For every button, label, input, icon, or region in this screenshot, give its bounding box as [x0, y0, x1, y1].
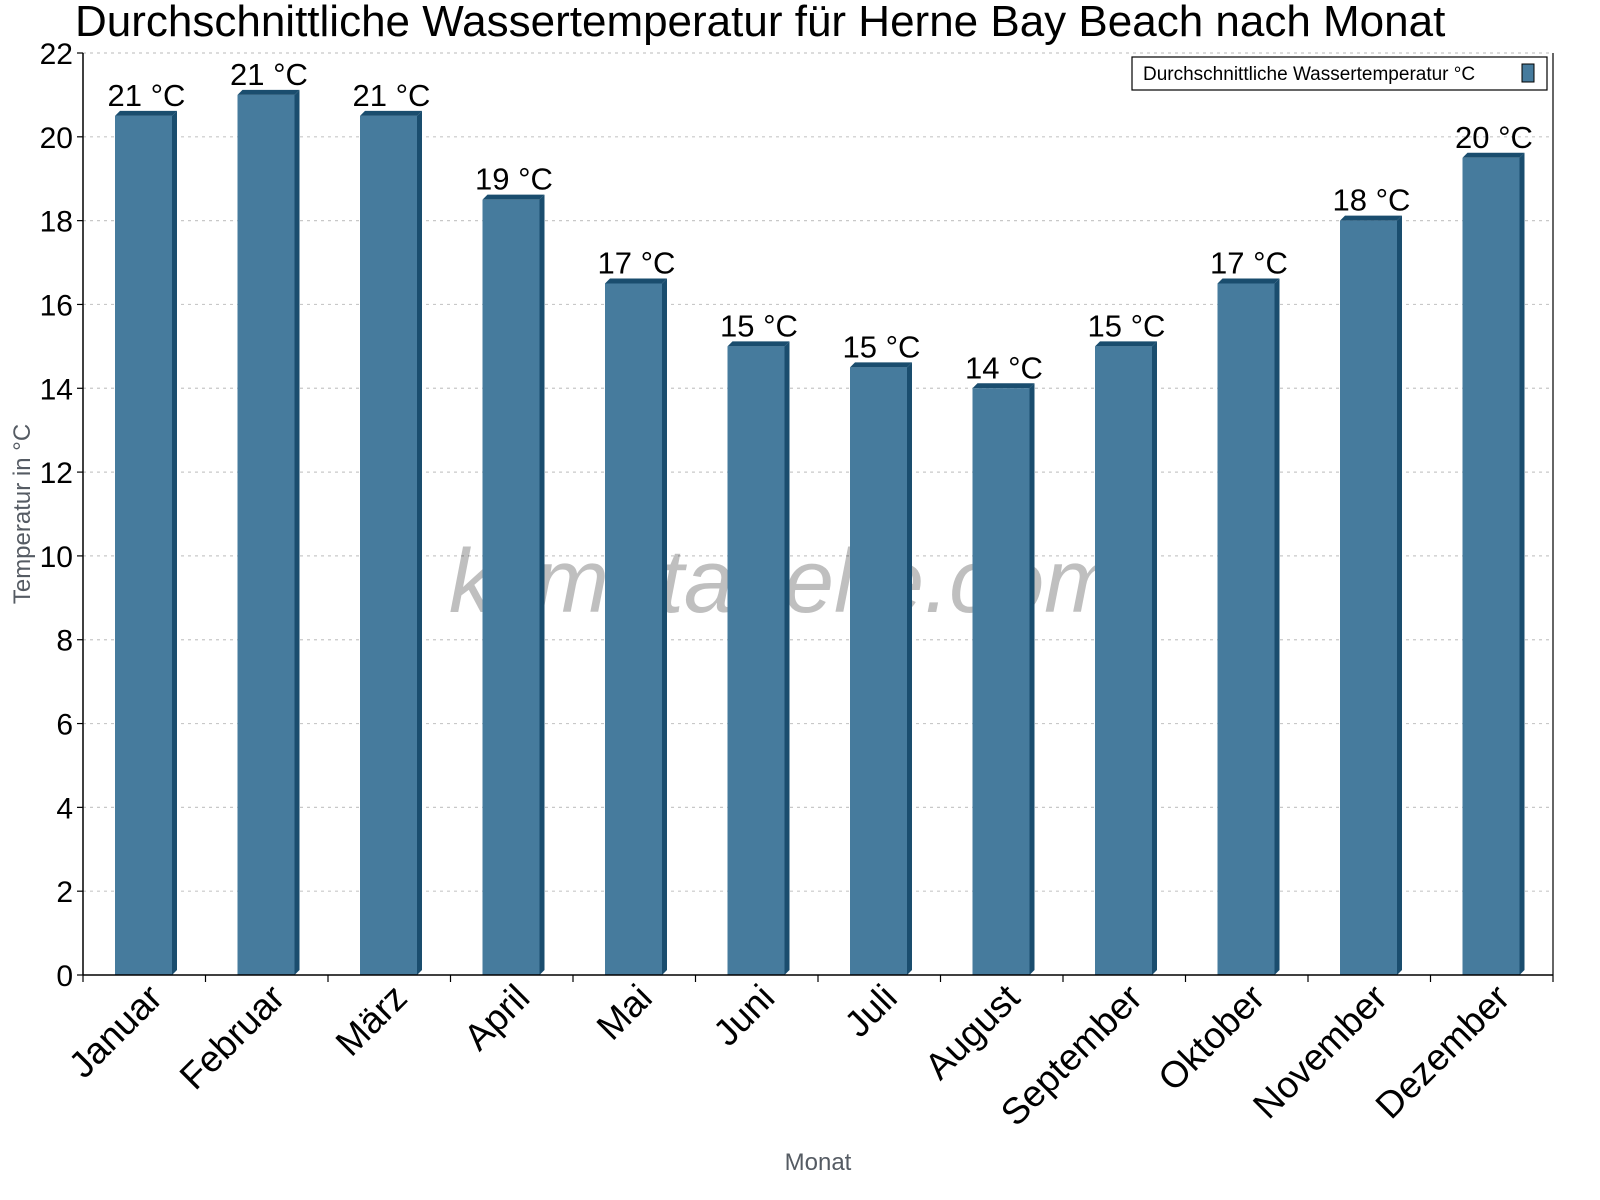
y-tick-label: 10 — [40, 541, 73, 574]
legend-label: Durchschnittliche Wassertemperatur °C — [1143, 64, 1475, 85]
bar-face — [605, 283, 662, 975]
x-category-label: November — [1245, 977, 1395, 1127]
bar-top — [1217, 278, 1280, 284]
bar: 18 °C — [1333, 183, 1411, 976]
y-tick-label: 4 — [56, 792, 73, 825]
bar-top — [1095, 341, 1157, 347]
y-axis-ticks: 0 2 4 6 8 10 12 14 16 18 20 22 — [40, 38, 83, 993]
bar: 15 °C — [843, 329, 921, 975]
x-category-label: Januar — [61, 977, 170, 1086]
bar-top — [605, 278, 667, 284]
bar-top — [1462, 152, 1525, 158]
bar-value-label: 15 °C — [1088, 308, 1166, 343]
y-tick-label: 20 — [40, 122, 73, 155]
y-tick-label: 16 — [40, 289, 73, 322]
bar-top — [727, 341, 790, 347]
y-tick-label: 6 — [56, 709, 73, 742]
bar-side — [417, 110, 422, 975]
bar: 21 °C — [108, 78, 186, 975]
bar-value-label: 21 °C — [353, 78, 431, 113]
bar: 20 °C — [1455, 120, 1533, 976]
bar-value-label: 15 °C — [720, 308, 798, 343]
axes — [82, 53, 1554, 982]
x-category-label: März — [328, 977, 415, 1064]
bar-face — [237, 94, 295, 976]
bar-value-label: 20 °C — [1455, 120, 1533, 155]
bar-side — [907, 362, 912, 975]
bar-value-label: 17 °C — [1210, 246, 1288, 281]
bar-value-label: 21 °C — [230, 57, 308, 92]
x-category-label: Dezember — [1368, 977, 1518, 1127]
bar-face — [1095, 346, 1152, 975]
bar-value-label: 15 °C — [843, 329, 921, 364]
bar-side — [784, 341, 790, 975]
bar-side — [1397, 215, 1402, 976]
bar: 14 °C — [965, 350, 1043, 976]
bar-top — [360, 110, 422, 116]
bar-side — [1029, 383, 1035, 976]
bar-side — [1152, 341, 1157, 975]
bar-value-label: 21 °C — [108, 78, 186, 113]
bar: 21 °C — [353, 78, 431, 975]
bar-top — [1340, 215, 1402, 221]
bar-face — [1462, 157, 1520, 976]
legend-box — [1131, 56, 1548, 91]
y-tick-label: 18 — [40, 206, 73, 239]
bar-side — [172, 110, 177, 975]
gridlines — [83, 52, 1553, 892]
bar: 15 °C — [720, 308, 798, 975]
legend-swatch — [1521, 63, 1535, 83]
bar: 17 °C — [1210, 246, 1288, 975]
x-category-label: Mai — [589, 977, 660, 1048]
x-axis-categories: Januar Februar März April Mai Juni Juli AugustS… — [61, 976, 1517, 1133]
bar-face — [1217, 283, 1275, 975]
bar-series: 21 °C 21 °C 21 °C 19 °C 17 °C 15 °C 15 °C 14 °C… — [108, 57, 1533, 976]
bar-value-label: 17 °C — [598, 246, 676, 281]
bar-face — [850, 367, 907, 975]
x-category-label: Juni — [705, 977, 782, 1054]
y-tick-label: 22 — [40, 38, 73, 71]
bar-side — [1519, 152, 1525, 976]
y-tick-label: 2 — [56, 876, 73, 909]
x-axis-label: Monat — [785, 1149, 852, 1176]
bar: 17 °C — [598, 246, 676, 975]
bar-face — [727, 346, 785, 975]
bar-value-label: 18 °C — [1333, 183, 1411, 218]
y-tick-label: 12 — [40, 457, 73, 490]
x-category-label: Februar — [172, 977, 293, 1098]
y-tick-label: 14 — [40, 373, 73, 406]
bar-side — [294, 89, 300, 976]
bar-top — [115, 110, 177, 116]
bar-value-label: 14 °C — [965, 350, 1043, 385]
bar-top — [237, 89, 300, 95]
bar-side — [662, 278, 667, 975]
y-tick-label: 0 — [56, 960, 73, 993]
bar-value-label: 19 °C — [475, 162, 553, 197]
bar-face — [360, 115, 417, 975]
chart-title: Durchschnittliche Wassertemperatur für H… — [75, 0, 1445, 46]
x-category-label: April — [456, 977, 537, 1058]
bar-side — [1274, 278, 1280, 975]
bar-face — [972, 388, 1030, 976]
bar-side — [539, 194, 545, 975]
bar-top — [850, 362, 912, 368]
x-category-label: Oktober — [1150, 977, 1272, 1099]
bar-face — [482, 199, 540, 975]
bar-top — [972, 383, 1035, 389]
x-category-label: August — [917, 976, 1028, 1087]
legend: Durchschnittliche Wassertemperatur °C — [1131, 56, 1548, 91]
y-tick-label: 8 — [56, 625, 73, 658]
bar-top — [482, 194, 545, 200]
y-axis-label: Temperatur in °C — [9, 424, 36, 604]
bar-face — [1340, 220, 1397, 976]
bar-face — [115, 115, 172, 975]
bar: 19 °C — [475, 162, 553, 975]
x-category-label: Juli — [837, 977, 905, 1045]
bar: 21 °C — [230, 57, 308, 976]
bar: 15 °C — [1088, 308, 1166, 975]
